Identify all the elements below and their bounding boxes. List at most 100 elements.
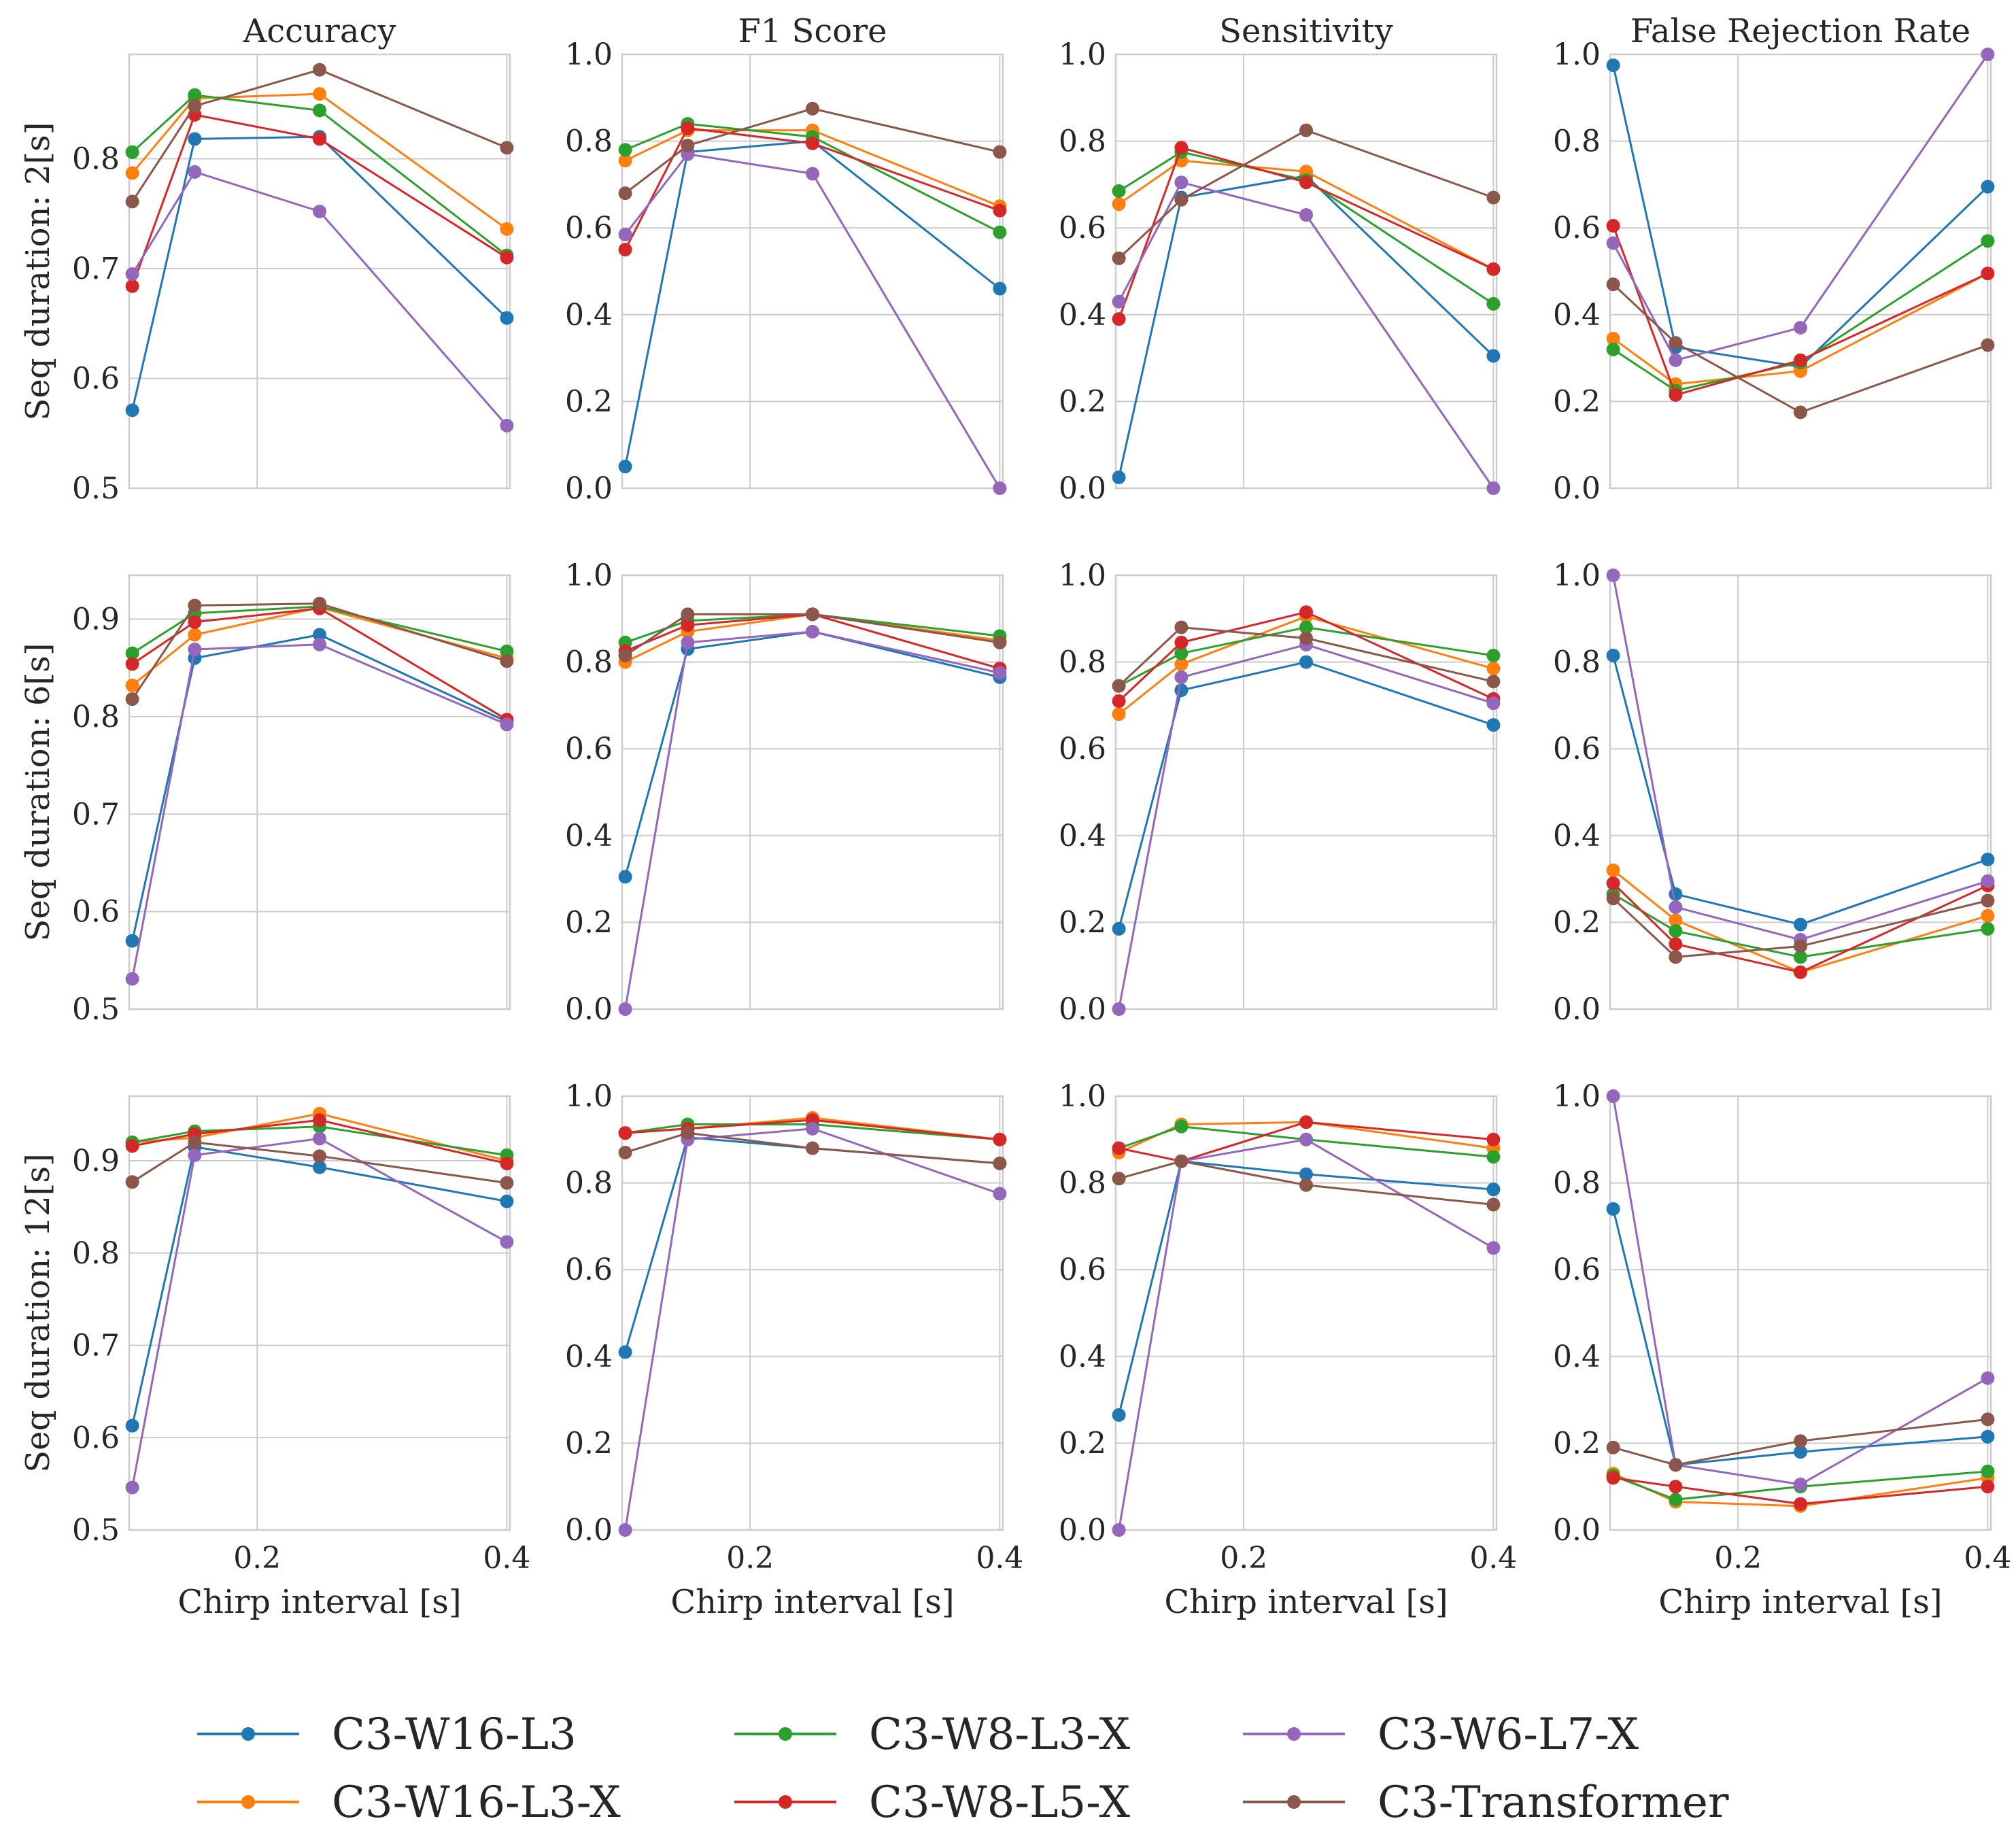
y-tick-label: 0.4 <box>1553 1340 1601 1374</box>
data-point <box>1486 1197 1501 1212</box>
data-point <box>1669 336 1683 350</box>
data-point <box>1112 1141 1126 1155</box>
y-tick-label: 0.2 <box>1553 905 1601 940</box>
data-point <box>1981 852 1995 866</box>
x-tick-label: 0.2 <box>726 1541 774 1576</box>
data-point <box>1299 631 1313 645</box>
data-point <box>1299 1178 1313 1192</box>
legend-marker <box>241 1727 255 1741</box>
data-point <box>1981 234 1995 248</box>
data-point <box>993 225 1007 239</box>
data-point <box>1606 1440 1620 1454</box>
panel-r3-c1: 0.5 0.6 0.7 0.8 0.9 0.2 0.4 Seq duration: 12[s]… <box>19 1095 530 1621</box>
legend-label: C3-W16-L3 <box>332 1709 577 1760</box>
data-point <box>618 143 632 157</box>
series-line-c3-w8-l5-x <box>625 1119 1000 1141</box>
data-point <box>1981 48 1995 61</box>
data-point <box>1794 965 1807 979</box>
series-line-c3-w16-l3 <box>624 1136 1000 1352</box>
data-point <box>1669 900 1683 915</box>
y-tick-label: 1.0 <box>1059 558 1106 593</box>
y-axis-label: Seq duration: 6[s] <box>19 643 57 942</box>
data-point <box>313 596 326 611</box>
data-point <box>806 167 819 181</box>
y-tick-label: 0.6 <box>72 361 120 396</box>
y-tick-label: 1.0 <box>1553 37 1601 72</box>
data-point <box>1606 236 1620 250</box>
legend-label: C3-Transformer <box>1378 1777 1729 1828</box>
data-point <box>1174 192 1189 207</box>
x-tick-label: 0.2 <box>1220 1541 1267 1576</box>
legend-label: C3-W6-L7-X <box>1378 1709 1639 1760</box>
x-tick-label: 0.2 <box>233 1541 281 1576</box>
data-point <box>681 1126 695 1140</box>
data-point <box>188 165 202 179</box>
data-point <box>1112 921 1126 936</box>
data-point <box>681 635 695 649</box>
data-point <box>1981 1412 1995 1427</box>
y-tick-label: 0.2 <box>565 384 613 419</box>
panel-r2-c2: 0.0 0.2 0.4 0.6 0.8 1.0 <box>565 558 1007 1027</box>
y-tick-label: 0.6 <box>1059 211 1106 245</box>
y-tick-label: 0.4 <box>1059 1340 1106 1374</box>
data-point <box>1112 707 1126 721</box>
data-point <box>188 642 202 656</box>
data-point <box>313 87 326 101</box>
data-point <box>1486 675 1501 689</box>
data-point <box>1606 277 1620 292</box>
legend-item: C3-W8-L5-X <box>734 1777 1131 1828</box>
data-point <box>313 63 326 77</box>
series-line-c3-w16-l3 <box>1118 661 1494 930</box>
data-point <box>125 403 139 418</box>
axes-frame <box>1114 574 1498 1010</box>
data-point <box>618 1523 632 1537</box>
y-tick-label: 0.0 <box>1059 992 1106 1027</box>
y-tick-label: 0.6 <box>1059 732 1106 766</box>
data-point <box>188 1148 202 1162</box>
axes-frame <box>1114 53 1498 490</box>
data-point <box>1794 950 1807 964</box>
y-tick-label: 0.2 <box>1059 1426 1106 1461</box>
panel-r3-c3: 0.0 0.2 0.4 0.6 0.8 1.0 0.2 0.4 Chirp interval [… <box>1059 1079 1517 1621</box>
axes-frame <box>128 1095 511 1531</box>
data-point <box>1174 1154 1189 1168</box>
y-tick-label: 1.0 <box>1059 1079 1106 1114</box>
series-line-c3-w8-l3-x <box>625 613 1000 644</box>
data-point <box>1794 1497 1807 1511</box>
data-point <box>188 1135 202 1149</box>
data-point <box>1981 338 1995 352</box>
data-point <box>1669 353 1683 367</box>
data-point <box>500 141 514 155</box>
data-point <box>806 624 819 639</box>
data-point <box>1486 481 1501 495</box>
data-point <box>1112 184 1126 198</box>
data-point <box>125 166 139 180</box>
legend-item: C3-W6-L7-X <box>1243 1709 1639 1760</box>
x-axis-label: Chirp interval [s] <box>1164 1583 1448 1621</box>
data-point <box>993 282 1007 296</box>
data-point <box>500 1194 514 1208</box>
data-point <box>1669 1493 1683 1507</box>
data-point <box>1299 123 1313 137</box>
panel-r3-c2: 0.0 0.2 0.4 0.6 0.8 1.0 0.2 0.4 Chirp interval [… <box>565 1079 1023 1621</box>
data-point <box>1981 180 1995 194</box>
data-point <box>618 1126 632 1140</box>
data-point <box>1669 937 1683 951</box>
data-point <box>1606 1202 1620 1216</box>
series-line-c3-w6-l7-x <box>1612 54 1989 362</box>
data-point <box>125 972 139 986</box>
axes-frame <box>621 53 1004 490</box>
y-axis-label: Seq duration: 2[s] <box>19 122 57 421</box>
y-tick-label: 0.0 <box>1059 471 1106 506</box>
series-line-c3-transformer <box>1118 626 1494 687</box>
y-tick-label: 1.0 <box>565 37 613 72</box>
legend-item: C3-Transformer <box>1243 1777 1729 1828</box>
y-tick-label: 0.0 <box>565 1513 613 1548</box>
data-point <box>1174 646 1189 660</box>
legend-marker <box>241 1795 255 1809</box>
y-tick-label: 0.8 <box>1059 1166 1106 1201</box>
data-point <box>1669 887 1683 901</box>
data-point <box>188 132 202 146</box>
y-tick-label: 0.8 <box>1059 124 1106 159</box>
y-tick-label: 0.0 <box>1553 471 1601 506</box>
